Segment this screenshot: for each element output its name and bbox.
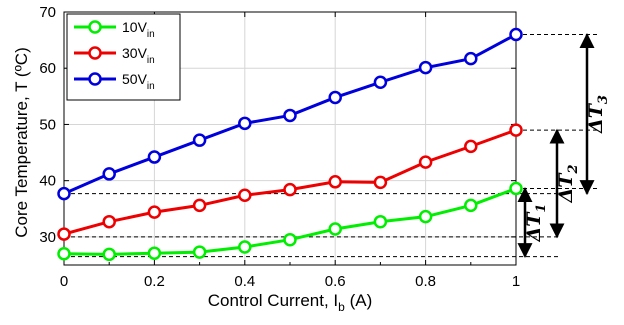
data-point — [102, 214, 116, 229]
data-point — [373, 75, 388, 90]
data-point — [464, 198, 478, 213]
data-point — [373, 175, 388, 190]
series-line — [63, 128, 517, 236]
axis-ticks: 0 0.2 0.4 0.6 0.8 1 30 40 50 60 70 — [39, 4, 520, 290]
x-tick-label: 0.6 — [325, 273, 346, 290]
data-point — [147, 150, 162, 164]
data-point — [373, 214, 388, 229]
data-point — [464, 51, 478, 66]
data-point — [57, 186, 71, 201]
data-point — [418, 155, 433, 169]
data-point — [57, 227, 71, 241]
x-tick-label: 0.4 — [234, 273, 255, 290]
legend-label: 10Vin — [122, 19, 155, 40]
data-point — [509, 123, 523, 137]
delta-label: ΔT3 — [585, 95, 611, 134]
data-point — [509, 27, 523, 42]
x-tick-label: 0.8 — [415, 273, 436, 290]
y-tick-label: 30 — [39, 229, 56, 246]
data-point — [147, 205, 162, 219]
data-point — [238, 240, 252, 254]
y-tick-label: 70 — [39, 4, 56, 21]
data-point — [283, 182, 297, 197]
data-point — [464, 139, 478, 154]
x-tick-label: 0 — [60, 273, 68, 290]
y-tick-label: 40 — [39, 173, 56, 190]
y-tick-label: 50 — [39, 116, 56, 133]
data-point — [418, 209, 433, 224]
data-point — [102, 247, 116, 262]
legend-label: 50Vin — [122, 71, 155, 92]
data-point — [57, 247, 71, 261]
data-point — [102, 167, 116, 181]
x-tick-label: 1 — [512, 273, 520, 290]
series — [57, 27, 523, 262]
data-point — [328, 175, 342, 189]
x-tick-label: 0.2 — [144, 273, 165, 290]
data-point — [509, 181, 523, 196]
data-point — [238, 188, 252, 203]
legend: 10Vin 30Vin 50Vin — [66, 13, 181, 101]
data-point — [147, 246, 162, 260]
legend-marker — [88, 46, 102, 60]
data-point — [418, 60, 433, 75]
y-tick-label: 60 — [39, 60, 56, 77]
y-axis-label: Core Temperature, T (ºC) — [12, 47, 31, 237]
data-point — [283, 232, 297, 247]
data-point — [192, 133, 207, 147]
reference-lines — [64, 33, 598, 258]
data-point — [328, 90, 342, 105]
data-point — [238, 116, 252, 131]
x-axis-label: Control Current, Ib (A) — [208, 291, 372, 314]
delta-label: ΔT2 — [555, 165, 581, 204]
data-point — [328, 222, 342, 236]
delta-label: ΔT1 — [523, 204, 549, 243]
data-point — [283, 108, 297, 123]
data-point — [192, 198, 207, 213]
legend-label: 30Vin — [122, 45, 155, 66]
data-point — [192, 245, 207, 259]
legend-marker — [88, 20, 102, 34]
legend-marker — [88, 72, 102, 86]
